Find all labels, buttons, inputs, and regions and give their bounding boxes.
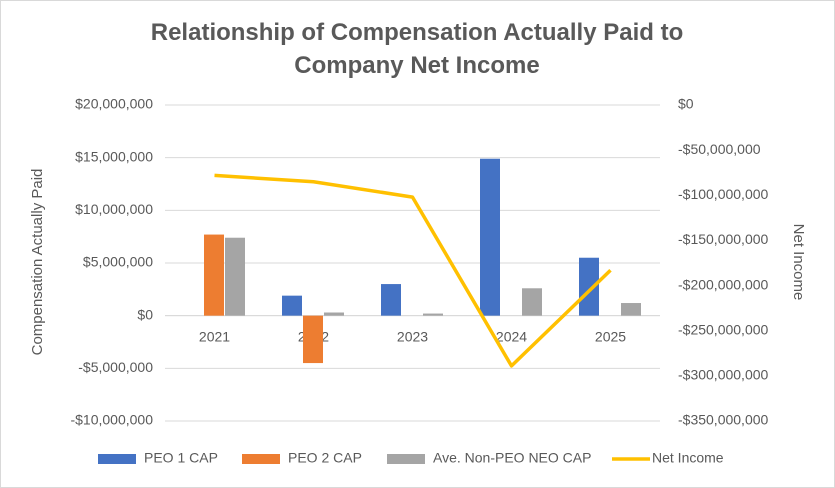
- bar: [204, 234, 224, 316]
- y-tick-label: $20,000,000: [75, 96, 153, 112]
- y2-axis-label: Net Income: [790, 224, 807, 301]
- chart-title: Relationship of Compensation Actually Pa…: [150, 19, 684, 79]
- bar: [303, 315, 323, 364]
- bar: [282, 295, 302, 316]
- legend-label: PEO 2 CAP: [288, 450, 362, 466]
- y2-tick-label: -$100,000,000: [678, 186, 769, 202]
- legend-swatch: [98, 454, 136, 464]
- bar: [225, 237, 245, 316]
- legend-label: Ave. Non-PEO NEO CAP: [433, 450, 591, 466]
- legend-swatch: [387, 454, 425, 464]
- x-tick-label: 2023: [397, 328, 428, 344]
- y2-tick-label: -$200,000,000: [678, 276, 769, 292]
- y2-tick-label: -$250,000,000: [678, 321, 769, 337]
- bar: [324, 312, 344, 316]
- legend-swatch: [242, 454, 280, 464]
- line-series: [214, 173, 612, 368]
- legend-label: PEO 1 CAP: [144, 450, 218, 466]
- y-axis-label: Compensation Actually Paid: [29, 169, 46, 356]
- y2-tick-label: -$350,000,000: [678, 412, 769, 428]
- y-tick-label: $0: [137, 306, 153, 322]
- bar: [381, 284, 401, 316]
- y2-tick-label: -$50,000,000: [678, 141, 761, 157]
- legend-label: Net Income: [652, 450, 724, 466]
- y-tick-label: $15,000,000: [75, 148, 153, 164]
- x-tick-label: 2021: [199, 328, 230, 344]
- y2-tick-label: $0: [678, 96, 694, 112]
- bar: [423, 313, 443, 316]
- y-tick-label: $10,000,000: [75, 201, 153, 217]
- x-tick-label: 2024: [496, 328, 527, 344]
- y-tick-label: $5,000,000: [83, 254, 153, 270]
- y-tick-label: -$5,000,000: [78, 359, 153, 375]
- bar: [579, 257, 599, 316]
- bar: [480, 158, 500, 316]
- y2-tick-label: -$300,000,000: [678, 367, 769, 383]
- bar: [621, 303, 641, 316]
- y2-tick-label: -$150,000,000: [678, 231, 769, 247]
- bar: [522, 288, 542, 316]
- y-tick-label: -$10,000,000: [70, 412, 153, 428]
- x-tick-label: 2025: [595, 328, 626, 344]
